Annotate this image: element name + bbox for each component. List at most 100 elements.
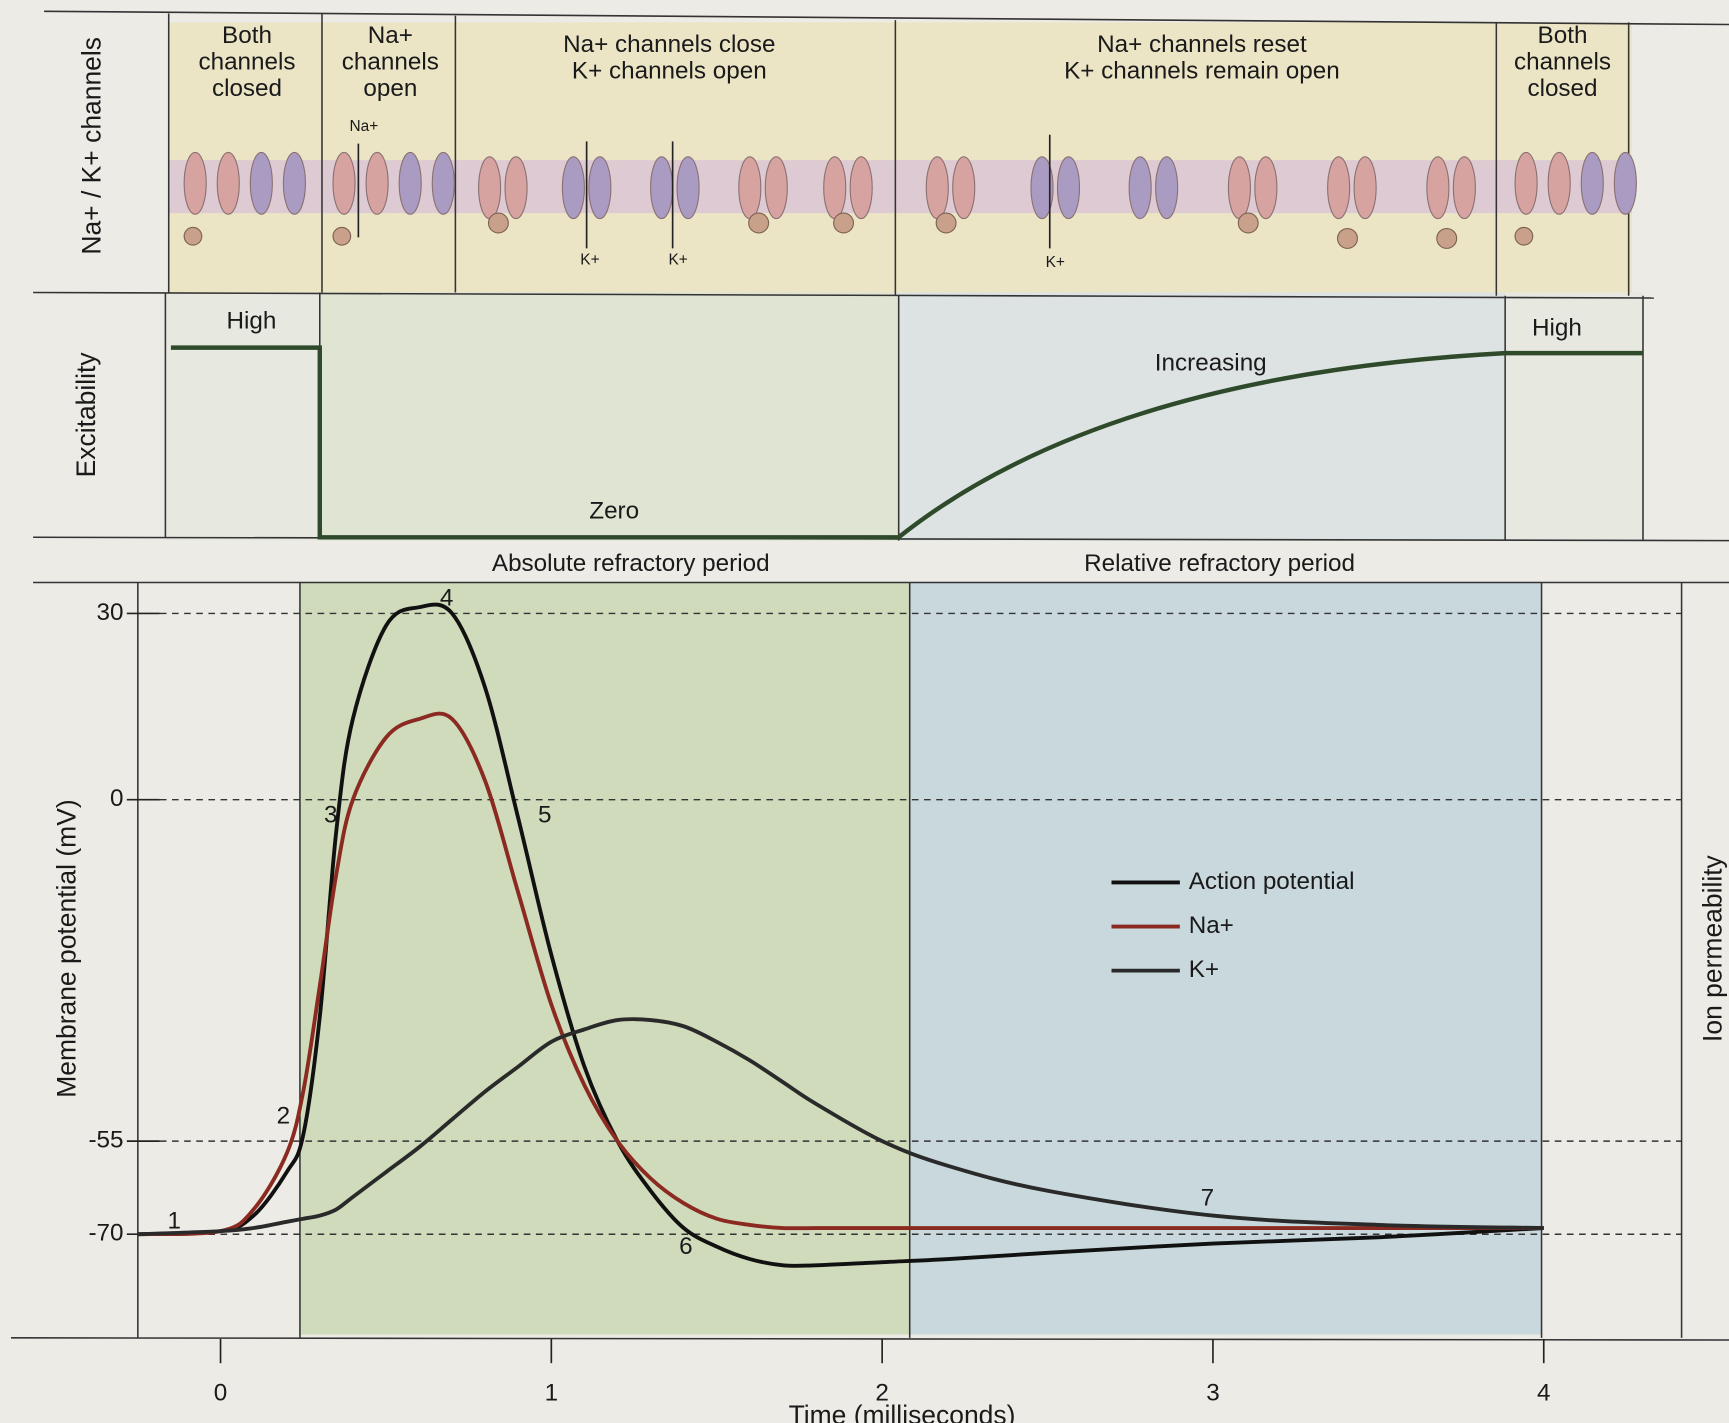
channel [1128, 156, 1152, 220]
channel-gate [1514, 226, 1534, 246]
channel [1056, 156, 1081, 220]
channel [588, 156, 612, 220]
channel [332, 151, 356, 215]
data-line [137, 711, 1544, 1237]
channel [1514, 151, 1538, 215]
channel [504, 156, 528, 220]
channel [823, 156, 847, 220]
phase-label: closed [212, 75, 282, 102]
channel [478, 156, 502, 220]
phase-label: closed [1527, 75, 1597, 102]
x-tick-label: 0 [214, 1379, 228, 1406]
channel [282, 151, 306, 215]
ion-label: K+ [1046, 254, 1065, 271]
phase-label: Na+ channels reset [1097, 31, 1307, 58]
channel-gate [332, 226, 352, 246]
channel [1547, 151, 1571, 215]
y-tick-label: 0 [110, 785, 124, 812]
channel-gate [183, 226, 203, 246]
channel-gate [487, 212, 509, 234]
channel [925, 156, 949, 220]
data-line [137, 1017, 1544, 1237]
excitability-absolute-bg [319, 292, 899, 541]
period-label: Absolute refractory period [492, 550, 770, 577]
annotation: 4 [440, 584, 454, 611]
excitability-axis-label: Excitability [71, 352, 101, 478]
channel [1227, 156, 1251, 220]
annotation: 1 [167, 1207, 181, 1234]
y-tick-label: -55 [88, 1127, 123, 1154]
x-tick-label: 4 [1537, 1379, 1551, 1406]
channel [952, 156, 976, 220]
ion-label: K+ [668, 252, 687, 269]
x-tick-label: 1 [545, 1379, 559, 1406]
annotation: 6 [679, 1233, 693, 1260]
channel [1030, 156, 1054, 220]
channel [1426, 156, 1450, 220]
x-axis-label: Time (milliseconds) [789, 1400, 1016, 1423]
period-label: Relative refractory period [1084, 550, 1355, 577]
channel-gate [935, 212, 957, 234]
excitability-label: Zero [589, 497, 639, 524]
frame [11, 10, 1729, 1341]
channel [676, 156, 700, 220]
relative-period-bg [909, 582, 1542, 1335]
channel [1353, 156, 1377, 220]
annotation: 2 [277, 1103, 291, 1130]
phase-label: Both [222, 22, 272, 49]
phase-label: channels [1514, 49, 1611, 76]
channel [1155, 156, 1179, 220]
channel [1580, 151, 1604, 215]
phase-label: open [363, 75, 417, 102]
channel-gate [748, 212, 770, 234]
data-line [137, 602, 1544, 1268]
legend-label: K+ [1189, 956, 1219, 983]
channel [1452, 156, 1476, 220]
legend-label: Na+ [1189, 912, 1234, 939]
channel [849, 156, 873, 220]
channel-gate [1336, 227, 1358, 249]
phase-label: Na+ [368, 22, 413, 49]
annotation: 5 [538, 802, 552, 829]
absolute-period-bg [299, 582, 910, 1335]
excitability-label: High [226, 308, 276, 335]
channel [1327, 156, 1351, 220]
channel [561, 156, 585, 220]
y-tick-label: 30 [97, 599, 124, 626]
phase-label: Na+ channels close [563, 31, 775, 58]
excitability-label: Increasing [1155, 350, 1267, 377]
channel-gate [1237, 212, 1259, 234]
channel [216, 151, 240, 215]
channel [1254, 156, 1278, 220]
phase-label: K+ channels remain open [1064, 57, 1340, 84]
channel-gate [1436, 227, 1458, 249]
x-tick-label: 2 [875, 1379, 889, 1406]
channel [398, 151, 422, 215]
phase-label: Both [1538, 22, 1588, 49]
ion-label: K+ [580, 252, 599, 269]
y-axis-label: Membrane potential (mV) [51, 799, 81, 1097]
phase-label: K+ channels open [572, 57, 767, 84]
channel [365, 151, 389, 215]
ion-label: Na+ [350, 118, 379, 135]
annotation: 3 [324, 802, 338, 829]
channel-axis-label: Na+ / K+ channels [77, 37, 107, 255]
channel-gate [833, 212, 855, 234]
annotation: 7 [1201, 1184, 1215, 1211]
excitability-label: High [1532, 314, 1582, 341]
channel [764, 156, 788, 220]
excitability-curve [170, 345, 1643, 540]
channel [738, 156, 762, 220]
x-tick-label: 3 [1206, 1379, 1220, 1406]
channel [249, 151, 273, 215]
channel [183, 151, 207, 215]
channel [431, 151, 455, 215]
right-axis-label: Ion permeability [1698, 854, 1728, 1042]
y-tick-label: -70 [88, 1220, 123, 1247]
phase-label: channels [198, 49, 295, 76]
channel [1613, 151, 1637, 215]
excitability-relative-bg [898, 292, 1506, 541]
channel [650, 156, 674, 220]
